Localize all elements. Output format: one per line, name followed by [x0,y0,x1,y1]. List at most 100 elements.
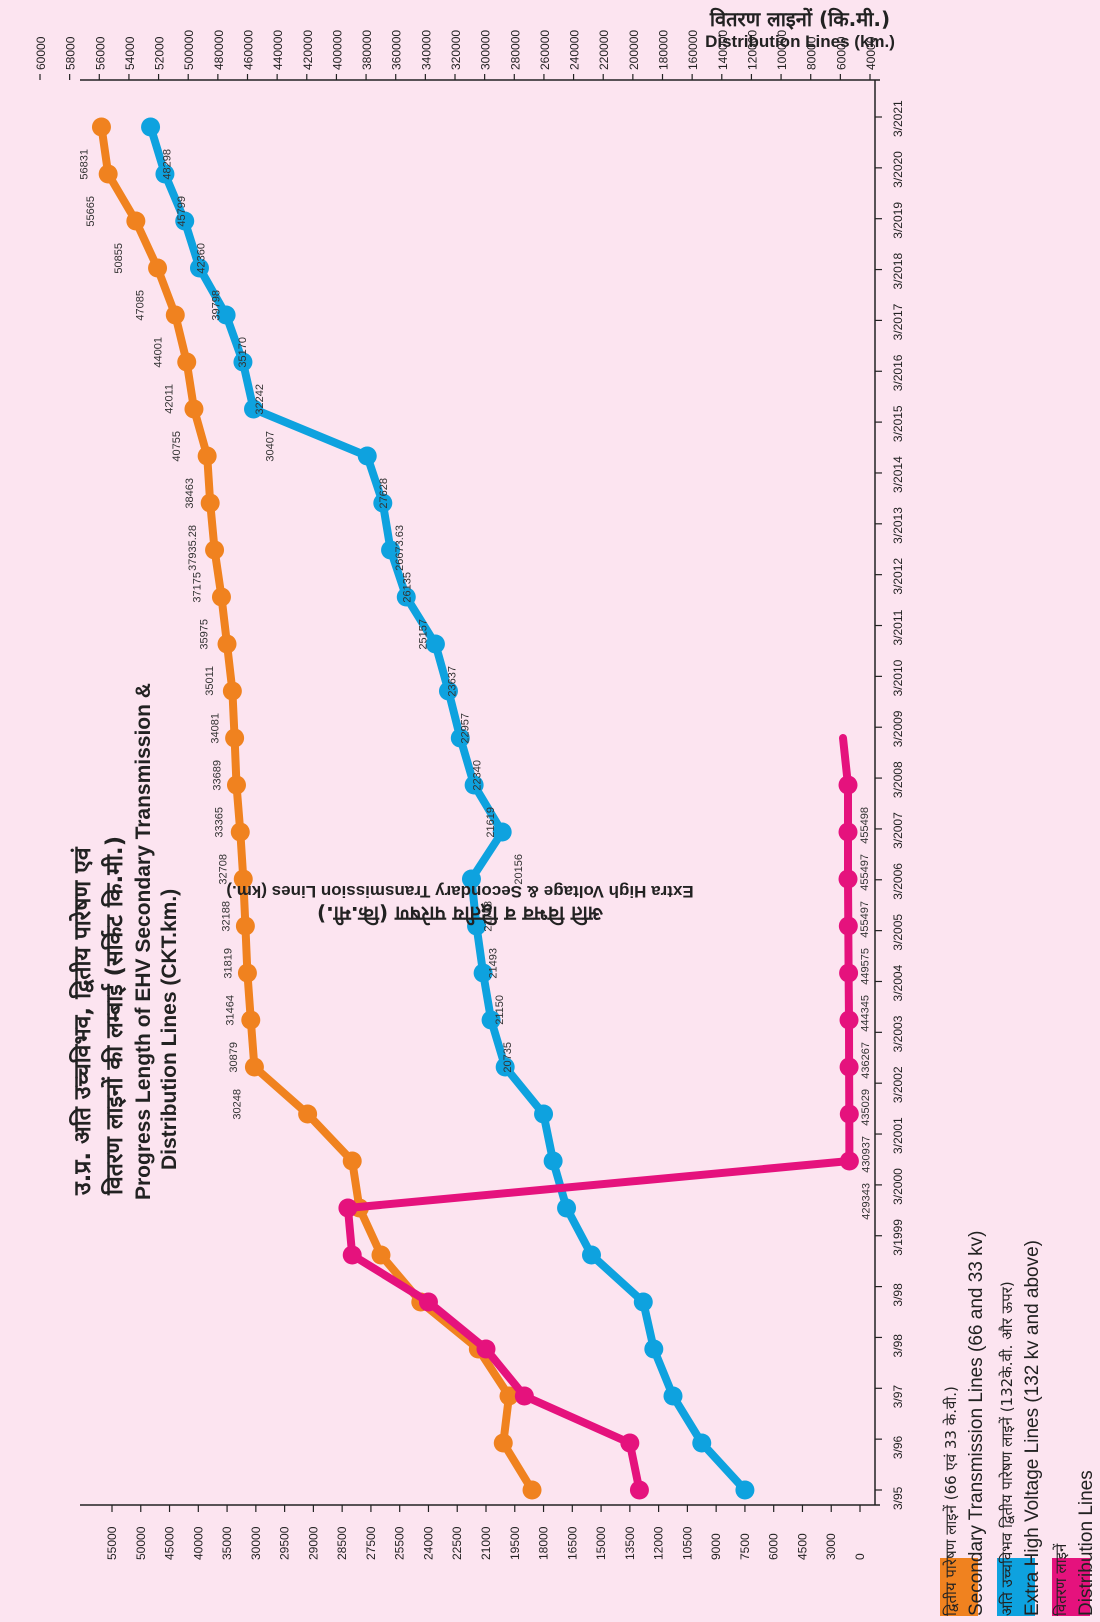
series-line-0 [97,123,536,1494]
data-label: 33689 [212,760,224,791]
data-point [205,540,225,560]
data-label: 42011 [164,384,176,414]
x-tick-label: 3/2015 [891,405,905,442]
left-tick-label: 29000 [306,1526,320,1560]
data-point [141,117,161,137]
legend-swatch-ehv [997,1558,1035,1616]
data-point [838,775,858,795]
data-label: 39798 [210,290,222,321]
x-tick-label: 3/2013 [891,507,905,544]
data-point [492,822,512,842]
data-label: 35975 [198,619,210,650]
left-tick-label: 29500 [278,1526,292,1560]
chart-title-en-line2: Distribution Lines (CKT.km.) [158,889,181,1170]
left-tick-label: 18000 [537,1526,551,1560]
x-tick-label: 3/98 [891,1334,905,1358]
left-tick-label: 13500 [623,1526,637,1560]
data-point [222,681,242,701]
data-point [838,916,858,936]
right-tick-label: 400000 [330,30,344,70]
x-tick-label: 3/2018 [891,253,905,290]
right-tick-label: 100000 [775,30,789,70]
data-point [225,728,245,748]
data-label: 45799 [176,196,188,227]
data-label: 31464 [224,995,236,1026]
right-tick-label: 58000 [64,36,78,70]
left-tick-label: 55000 [105,1526,119,1560]
left-tick-label: 19500 [508,1526,522,1560]
left-tick-label: 21000 [479,1526,493,1560]
data-label: 32242 [254,384,266,415]
right-tick-label: 320000 [449,30,463,70]
right-tick-label: 340000 [419,30,433,70]
data-label: 30879 [228,1042,240,1073]
data-label: 27628 [378,478,390,509]
data-point [534,1104,554,1124]
data-label: 56831 [78,149,90,180]
right-axis-title-en: Distribution Lines (km.) [705,32,895,51]
x-tick-label: 3/2014 [891,456,905,493]
data-point [839,1057,859,1077]
series-line-2 [343,734,854,1494]
right-tick-label: 180000 [657,30,671,70]
data-point [211,587,231,607]
x-tick-label: 3/95 [891,1486,905,1510]
right-tick-label: 280000 [508,30,522,70]
left-tick-label: 12000 [652,1526,666,1560]
data-point [342,1151,362,1171]
data-point [237,963,257,983]
data-point [493,1433,513,1453]
x-tick-label: 3/2006 [891,863,905,900]
x-tick-label: 3/2021 [891,100,905,137]
x-tick-label: 3/2000 [891,1168,905,1205]
right-tick-label: 300000 [479,30,493,70]
data-point [396,587,416,607]
right-tick-label: 220000 [597,30,611,70]
x-tick-label: 3/96 [891,1435,905,1459]
left-tick-label: 28500 [335,1526,349,1560]
x-tick-label: 3/97 [891,1385,905,1409]
data-point [342,1245,362,1265]
x-tick-label: 3/2003 [891,1015,905,1052]
data-label: 435029 [860,1089,872,1126]
data-point [663,1386,683,1406]
left-tick-label: 24000 [421,1526,435,1560]
x-tick-label: 3/2019 [891,202,905,239]
left-tick-label: 7500 [738,1533,752,1560]
data-point [464,775,484,795]
data-point [233,869,253,889]
left-tick-label: 35000 [220,1526,234,1560]
data-label: 23637 [446,666,458,697]
right-tick-label: 380000 [360,30,374,70]
right-tick-label: 120000 [745,30,759,70]
data-point [467,916,487,936]
right-tick-label: 56000 [93,36,107,70]
data-label: 455497 [859,854,871,891]
data-label: 20735 [502,1042,514,1073]
x-tick-label: 3/2010 [891,659,905,696]
right-tick-label: 40000 [864,36,878,70]
x-tick-label: 3/2011 [891,609,905,645]
data-point [522,1480,542,1500]
data-point [644,1339,664,1359]
data-point [461,869,481,889]
data-point [418,1292,438,1312]
left-axis-ticks: 0 3000 4500 6000 7500 9000 10500 12000 13500 1500… [105,1505,867,1560]
data-point [373,493,393,513]
data-point [543,1151,563,1171]
data-point [838,869,858,889]
right-tick-label: 440000 [271,30,285,70]
data-point [557,1198,577,1218]
data-point [381,540,401,560]
data-label: 25157 [417,619,429,650]
data-label: 42360 [196,243,208,274]
left-tick-label: 16500 [565,1526,579,1560]
left-tick-label: 0 [853,1553,867,1560]
left-tick-label: 4500 [795,1533,809,1560]
data-point [91,117,111,137]
x-axis-ticks: 3/95 3/96 3/97 3/98 3/98 3/1999 3/2000 3/2001 3/… [875,100,905,1510]
data-point [481,1010,501,1030]
data-label: 47085 [135,290,147,321]
data-point [189,258,209,278]
data-label: 21758 [482,901,494,932]
